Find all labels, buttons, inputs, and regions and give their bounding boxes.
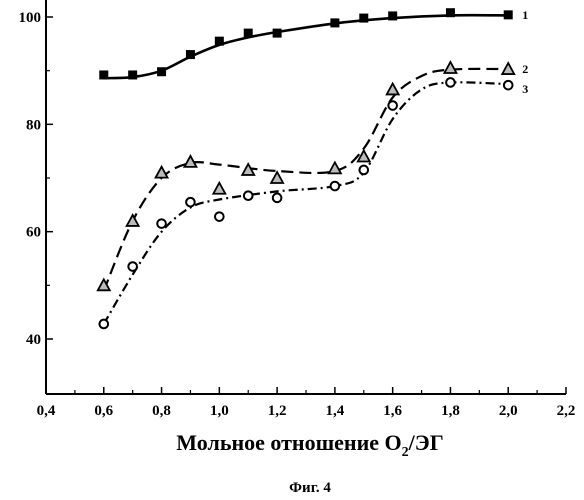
data-point: [446, 78, 455, 87]
data-point: [388, 101, 397, 110]
data-point: [99, 70, 108, 79]
x-tick-label: 0,8: [152, 403, 171, 419]
series-label: 2: [522, 62, 528, 76]
data-point: [186, 198, 195, 207]
series-label: 1: [522, 8, 528, 22]
x-tick-label: 1,6: [383, 403, 402, 419]
figure-caption: Фиг. 4: [289, 480, 331, 496]
data-point: [127, 215, 139, 226]
data-point: [444, 62, 456, 73]
data-point: [157, 219, 166, 228]
y-tick-label: 60: [26, 225, 41, 241]
x-tick-label: 1,4: [326, 403, 345, 419]
data-point: [330, 18, 339, 27]
data-point: [273, 194, 282, 203]
data-point: [358, 151, 370, 162]
series-1: 1: [99, 8, 528, 80]
data-point: [329, 162, 341, 173]
data-point: [128, 70, 137, 79]
data-point: [213, 183, 225, 194]
y-axis: 40 60 80 100: [19, 10, 54, 348]
data-point: [388, 11, 397, 20]
x-axis-label: Мольное отношение O2/ЭГ: [176, 430, 443, 460]
series-3: 3: [99, 78, 528, 328]
data-point: [186, 50, 195, 59]
data-point: [331, 182, 340, 191]
y-tick-label: 80: [26, 117, 41, 133]
data-point: [128, 262, 137, 271]
data-point: [504, 10, 513, 19]
data-point: [215, 212, 224, 221]
data-point: [387, 83, 399, 94]
series-layer: 1 2 3: [98, 8, 528, 328]
series-2: 2: [98, 62, 528, 291]
data-point: [99, 320, 108, 329]
series-3-line: [104, 82, 508, 324]
data-point: [157, 67, 166, 76]
data-point: [273, 29, 282, 38]
data-point: [446, 8, 455, 17]
data-point: [244, 191, 253, 200]
x-tick-label: 1,8: [441, 403, 460, 419]
x-axis: 0,4 0,6 0,8 1,0 1,2 1,4 1,6 1,8 2,0 2,2: [37, 387, 576, 419]
data-point: [359, 166, 368, 175]
data-point: [359, 14, 368, 23]
x-tick-label: 2,0: [499, 403, 518, 419]
data-point: [271, 172, 283, 183]
x-tick-label: 0,6: [94, 403, 113, 419]
data-point: [502, 63, 514, 74]
x-tick-label: 2,2: [557, 403, 576, 419]
x-tick-label: 0,4: [37, 403, 56, 419]
data-point: [244, 29, 253, 38]
plot-area: [46, 0, 566, 394]
x-tick-label: 1,2: [268, 403, 287, 419]
series-label: 3: [522, 82, 528, 96]
data-point: [156, 167, 168, 178]
y-tick-label: 40: [26, 332, 41, 348]
x-tick-label: 1,0: [210, 403, 229, 419]
y-tick-label: 100: [19, 10, 42, 26]
data-point: [215, 37, 224, 46]
data-point: [504, 81, 513, 90]
series-2-line: [104, 69, 508, 291]
